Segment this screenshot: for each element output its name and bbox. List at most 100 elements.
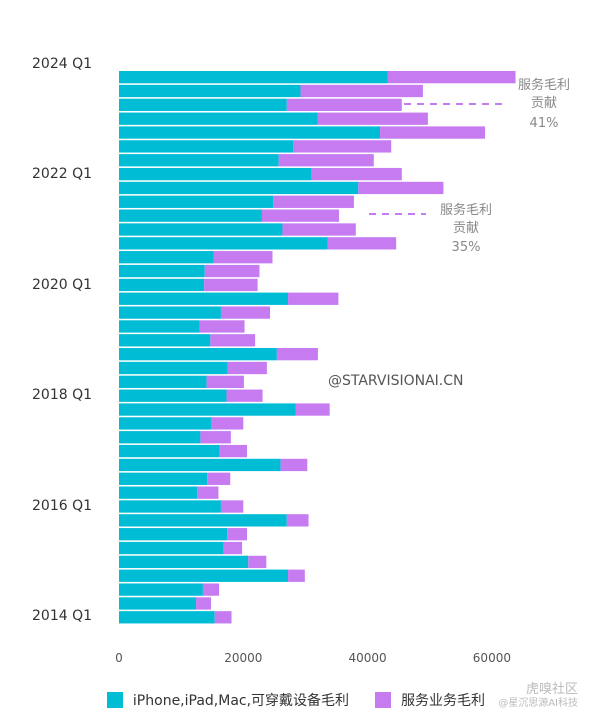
legend-item-products[interactable]: iPhone,iPad,Mac,可穿戴设备毛利 bbox=[106, 690, 350, 710]
bar-products bbox=[119, 361, 228, 375]
bar-products bbox=[119, 458, 281, 472]
corner-watermark-sub: @星沉思源AI科技 bbox=[498, 698, 578, 709]
watermark-text: @STARVISIONAI.CN bbox=[328, 373, 464, 389]
bar-products bbox=[119, 167, 312, 181]
bar-products bbox=[119, 71, 388, 84]
bar-products bbox=[119, 555, 249, 569]
bar-services bbox=[220, 306, 271, 319]
x-tick-label: 20000 bbox=[224, 651, 262, 665]
annotation-text: 服务毛利 bbox=[440, 202, 492, 218]
y-tick-label: 2014 Q1 bbox=[32, 608, 92, 624]
legend-swatch-purple bbox=[375, 692, 392, 708]
bar-products bbox=[119, 472, 208, 485]
corner-watermark: 虎嗅社区 @星沉思源AI科技 bbox=[498, 683, 578, 711]
bar-products bbox=[119, 569, 289, 582]
bar-products bbox=[119, 84, 301, 98]
bar-services bbox=[280, 458, 308, 472]
bars-group bbox=[119, 71, 516, 624]
bar-products bbox=[119, 223, 283, 236]
annotation-text: 贡献 bbox=[531, 96, 557, 111]
x-tick-label: 0 bbox=[115, 651, 123, 665]
bar-products bbox=[119, 195, 274, 208]
bar-services bbox=[293, 140, 392, 153]
x-tick-label: 40000 bbox=[349, 651, 387, 665]
bar-services bbox=[387, 71, 516, 84]
y-axis-labels: 2024 Q1 2022 Q1 2020 Q1 2018 Q1 2016 Q1 … bbox=[32, 56, 92, 624]
bar-services bbox=[300, 84, 423, 98]
annotation-percent: 35% bbox=[452, 240, 481, 255]
y-tick-label: 2016 Q1 bbox=[32, 498, 92, 514]
bar-services bbox=[261, 209, 340, 222]
bar-services bbox=[327, 237, 397, 250]
y-tick-label: 2024 Q1 bbox=[32, 56, 92, 72]
bar-services bbox=[200, 431, 231, 444]
bar-products bbox=[119, 98, 287, 111]
bar-services bbox=[295, 403, 330, 416]
bar-services bbox=[199, 320, 245, 333]
bar-services bbox=[219, 444, 248, 458]
bar-products bbox=[119, 126, 381, 139]
bar-products bbox=[119, 417, 211, 430]
bar-services bbox=[282, 223, 356, 236]
bar-services bbox=[227, 528, 248, 541]
bar-products bbox=[119, 251, 214, 264]
bar-services bbox=[288, 292, 339, 305]
bar-products bbox=[119, 181, 359, 195]
bar-products bbox=[119, 278, 205, 292]
bar-products bbox=[119, 500, 221, 513]
bar-products bbox=[119, 112, 318, 125]
bar-services bbox=[226, 389, 263, 402]
legend-swatch-cyan bbox=[106, 692, 123, 708]
y-tick-label: 2022 Q1 bbox=[32, 166, 92, 182]
bar-services bbox=[202, 583, 220, 596]
bar-services bbox=[220, 500, 244, 513]
legend-label: 服务业务毛利 bbox=[401, 693, 486, 709]
bar-products bbox=[119, 431, 201, 444]
bar-products bbox=[119, 528, 228, 541]
bar-products bbox=[119, 334, 211, 347]
corner-watermark-main: 虎嗅社区 bbox=[525, 682, 578, 697]
bar-products bbox=[119, 320, 200, 333]
bar-products bbox=[119, 140, 294, 153]
bar-services bbox=[207, 472, 231, 485]
bar-products bbox=[119, 611, 215, 624]
bar-services bbox=[204, 264, 260, 278]
bar-services bbox=[214, 611, 232, 624]
bar-products bbox=[119, 583, 203, 596]
bar-products bbox=[119, 514, 287, 527]
bar-services bbox=[210, 334, 256, 347]
bar-products bbox=[119, 292, 289, 305]
legend-item-services[interactable]: 服务业务毛利 bbox=[375, 690, 485, 710]
bar-services bbox=[311, 167, 402, 181]
bar-services bbox=[204, 278, 258, 292]
legend-label: iPhone,iPad,Mac,可穿戴设备毛利 bbox=[132, 693, 350, 709]
bar-products bbox=[119, 486, 198, 499]
bar-services bbox=[286, 98, 402, 111]
bar-products bbox=[119, 306, 221, 319]
bar-products bbox=[119, 597, 197, 610]
bar-services bbox=[286, 514, 309, 527]
annotation-41: 服务毛利 贡献 41% bbox=[404, 77, 570, 131]
bar-products bbox=[119, 444, 220, 458]
bar-services bbox=[196, 597, 211, 610]
bar-products bbox=[119, 375, 207, 388]
bar-services bbox=[223, 541, 243, 555]
stacked-bar-chart: 2024 Q1 2022 Q1 2020 Q1 2018 Q1 2016 Q1 … bbox=[32, 56, 570, 665]
bar-products bbox=[119, 348, 277, 361]
x-axis-ticks: 0 20000 40000 60000 bbox=[115, 651, 511, 665]
legend: iPhone,iPad,Mac,可穿戴设备毛利 服务业务毛利 bbox=[0, 690, 592, 710]
bar-services bbox=[227, 361, 267, 375]
bar-products bbox=[119, 154, 279, 167]
bar-services bbox=[210, 417, 244, 430]
bar-services bbox=[213, 251, 273, 264]
y-tick-label: 2018 Q1 bbox=[32, 387, 92, 403]
bar-services bbox=[288, 569, 305, 582]
bar-services bbox=[358, 181, 444, 195]
bar-services bbox=[273, 195, 354, 208]
annotation-text: 贡献 bbox=[453, 221, 479, 236]
y-tick-label: 2020 Q1 bbox=[32, 277, 92, 293]
bar-products bbox=[119, 403, 296, 416]
bar-products bbox=[119, 541, 224, 555]
bar-services bbox=[380, 126, 486, 139]
annotation-35: 服务毛利 贡献 35% bbox=[369, 202, 492, 255]
